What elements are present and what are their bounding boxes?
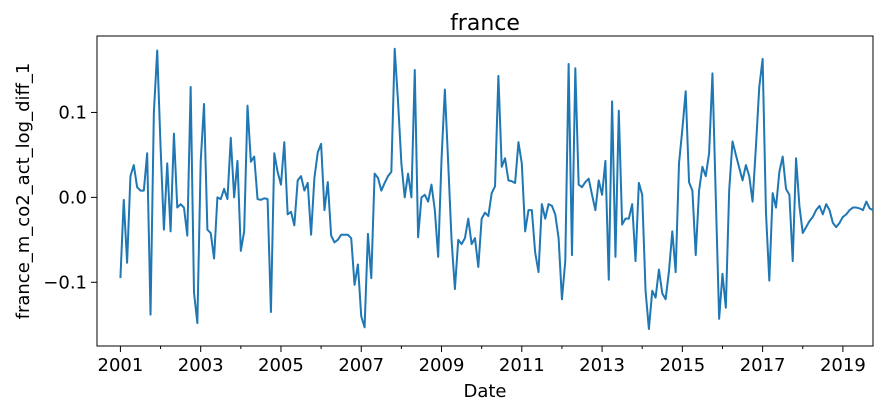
- x-axis-title: Date: [463, 381, 506, 402]
- x-tick-label: 2003: [178, 355, 224, 376]
- x-tick-label: 2009: [419, 355, 465, 376]
- x-tick-label: 2017: [740, 355, 786, 376]
- x-tick-label: 2007: [338, 355, 384, 376]
- y-tick-label: 0.1: [58, 102, 87, 123]
- x-tick-label: 2005: [258, 355, 304, 376]
- x-tick-label: 2001: [98, 355, 144, 376]
- y-axis-title: france_m_co2_act_log_diff_1: [13, 63, 34, 320]
- y-tick-label: 0.0: [58, 187, 87, 208]
- x-tick-label: 2019: [820, 355, 866, 376]
- series-line: [119, 47, 874, 331]
- x-axis: 2001 2003 2005 2007 2009 2011 2013 2015 2017 2019: [98, 346, 866, 376]
- y-tick-label: −0.1: [43, 272, 87, 293]
- x-tick-label: 2011: [499, 355, 545, 376]
- plot-frame: [96, 35, 874, 347]
- plot-area: [96, 35, 874, 347]
- x-tick-label: 2013: [579, 355, 625, 376]
- x-tick-label: 2015: [659, 355, 705, 376]
- y-axis: −0.1 0.0 0.1: [43, 102, 97, 293]
- chart-title: france: [450, 11, 520, 36]
